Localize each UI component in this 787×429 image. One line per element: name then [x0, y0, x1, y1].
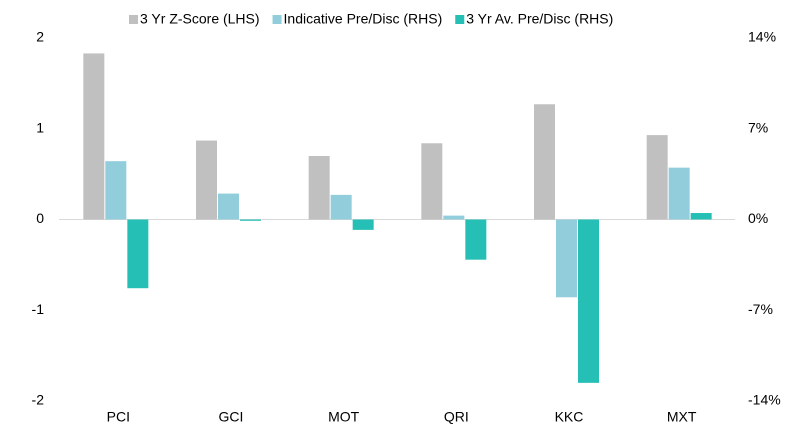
y2-tick-label: 14%	[748, 29, 776, 45]
bar	[556, 219, 577, 298]
x-tick-label: GCI	[219, 409, 244, 424]
x-tick-label: PCI	[107, 409, 130, 424]
y2-tick-label: 7%	[748, 119, 768, 135]
y2-tick-label: -7%	[748, 301, 773, 317]
bar	[421, 143, 443, 220]
legend-item: 3 Yr Av. Pre/Disc (RHS)	[455, 11, 613, 27]
bar	[465, 219, 487, 260]
x-tick-label: QRI	[444, 409, 469, 424]
bar	[83, 53, 105, 220]
bar	[646, 135, 668, 220]
bar	[240, 219, 261, 221]
bar	[668, 167, 690, 220]
bar	[578, 219, 599, 383]
bar	[196, 140, 217, 220]
y2-tick-label: 0%	[748, 210, 768, 226]
legend-label: Indicative Pre/Disc (RHS)	[284, 11, 443, 27]
y-tick-label: -1	[32, 301, 45, 317]
legend-item: Indicative Pre/Disc (RHS)	[272, 11, 443, 27]
x-tick-label: MXT	[667, 409, 697, 424]
legend-swatch	[455, 15, 465, 24]
bar	[352, 219, 374, 230]
bar	[534, 104, 555, 220]
bar	[443, 215, 465, 220]
y2-tick-label: -14%	[748, 392, 781, 408]
bar	[218, 193, 239, 220]
legend-item: 3 Yr Z-Score (LHS)	[129, 11, 260, 27]
bar	[127, 219, 149, 289]
x-tick-label: KKC	[555, 409, 584, 424]
legend-swatch	[272, 15, 282, 24]
bar	[690, 213, 712, 220]
bar	[105, 161, 127, 220]
x-tick-label: MOT	[328, 409, 360, 424]
bar	[308, 155, 330, 220]
legend-swatch	[129, 15, 138, 24]
y-tick-label: 2	[36, 29, 44, 45]
legend-label: 3 Yr Z-Score (LHS)	[140, 11, 260, 27]
bar	[330, 194, 352, 220]
y-tick-label: 1	[36, 119, 44, 135]
y-tick-label: -2	[32, 392, 45, 408]
legend-label: 3 Yr Av. Pre/Disc (RHS)	[466, 11, 613, 27]
y-tick-label: 0	[36, 210, 44, 226]
